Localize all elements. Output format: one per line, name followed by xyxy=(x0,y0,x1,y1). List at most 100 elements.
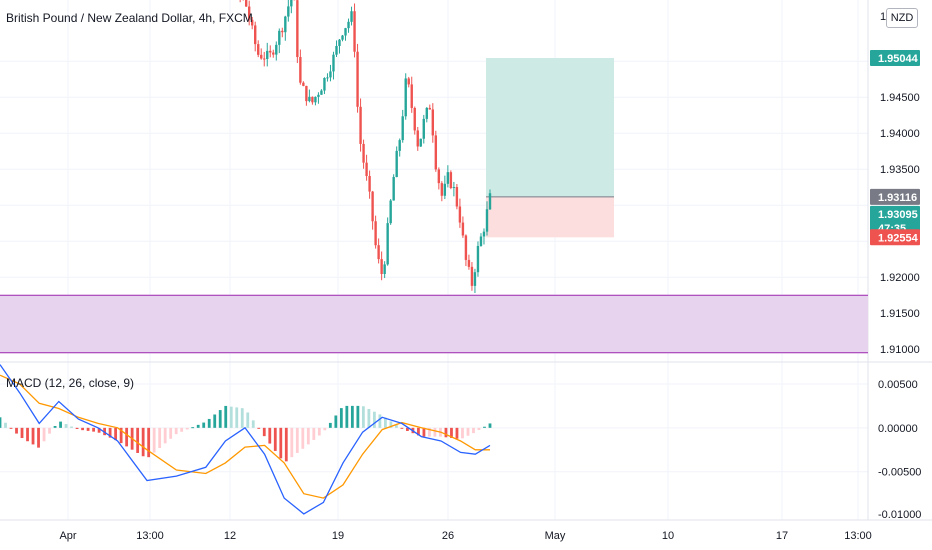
candle-body xyxy=(244,0,248,7)
candle-body xyxy=(482,231,486,237)
time-tick-label: 26 xyxy=(442,530,454,542)
macd-histogram-bar xyxy=(26,427,29,442)
candle-body xyxy=(386,223,389,265)
macd-histogram-bar xyxy=(472,427,475,434)
candle-body xyxy=(419,138,422,147)
time-tick-label: 12 xyxy=(224,530,236,542)
target-price-badge-bg xyxy=(870,50,920,67)
macd-histogram-bar xyxy=(444,427,448,438)
macd-histogram-bar xyxy=(37,427,40,448)
macd-histogram-bar xyxy=(240,408,244,428)
candle-body xyxy=(467,259,471,267)
macd-histogram-bar xyxy=(31,427,35,445)
candle-body xyxy=(422,118,425,139)
candle-body xyxy=(269,50,272,53)
macd-histogram-bar xyxy=(207,418,211,428)
price-tick-label: 1.94000 xyxy=(880,128,920,140)
macd-histogram-bar xyxy=(290,427,294,458)
macd-histogram-bar xyxy=(477,427,481,431)
macd-histogram-bar xyxy=(295,427,299,453)
candle-body xyxy=(416,130,419,147)
candle-body xyxy=(254,25,257,45)
stop-price-badge-text: 1.92554 xyxy=(878,232,919,244)
macd-histogram-bar xyxy=(483,426,486,428)
macd-histogram-bar xyxy=(81,427,84,431)
macd-histogram-bar xyxy=(59,421,62,428)
candle-body xyxy=(320,90,323,95)
candle-body xyxy=(335,45,338,55)
macd-tick-label: -0.01000 xyxy=(878,509,921,521)
candle-body xyxy=(440,183,444,196)
candle-body xyxy=(374,221,377,246)
macd-histogram-bar xyxy=(53,426,57,428)
macd-histogram-bar xyxy=(147,427,151,458)
macd-histogram-bar xyxy=(235,407,239,428)
macd-histogram-bar xyxy=(251,420,255,428)
macd-histogram-bar xyxy=(395,425,398,428)
candle-body xyxy=(350,11,353,22)
macd-histogram-bar xyxy=(213,414,217,428)
candle-body xyxy=(260,54,263,59)
candle-body xyxy=(425,107,428,119)
macd-histogram-bar xyxy=(372,411,376,428)
macd-histogram-bar xyxy=(428,427,431,437)
candle-body xyxy=(257,44,260,55)
macd-histogram-bar xyxy=(152,427,156,453)
candle-body xyxy=(332,54,335,72)
candle-body xyxy=(383,264,386,274)
macd-histogram-bar xyxy=(86,427,90,431)
macd-histogram-bar xyxy=(70,426,73,428)
candle-body xyxy=(329,71,332,78)
macd-histogram-bar xyxy=(461,427,464,439)
candle-body xyxy=(311,96,314,103)
candle-body xyxy=(464,235,468,260)
candle-body xyxy=(284,16,287,33)
current-price-badge-text: 1.93095 xyxy=(878,209,918,221)
macd-histogram-bar xyxy=(0,417,2,428)
macd-histogram-bar xyxy=(312,427,316,440)
candle-body xyxy=(395,150,398,177)
candle-body xyxy=(305,85,308,102)
support-zone xyxy=(0,295,868,353)
price-tick-label: 1.94500 xyxy=(880,92,920,104)
candle-body xyxy=(446,172,450,184)
macd-histogram-bar xyxy=(108,427,112,438)
candle-body xyxy=(341,35,344,40)
macd-histogram-bar xyxy=(466,427,470,436)
candle-body xyxy=(317,94,320,97)
candle-body xyxy=(371,191,374,222)
candle-body xyxy=(443,183,447,196)
candle-body xyxy=(347,21,350,29)
macd-tick-label: -0.00500 xyxy=(878,467,921,479)
macd-histogram-bar xyxy=(246,412,250,428)
macd-histogram-bar xyxy=(339,408,343,428)
candle-body xyxy=(389,200,392,224)
candle-body xyxy=(431,109,435,136)
stop-zone xyxy=(486,196,614,238)
candle-body xyxy=(449,172,453,189)
candle-body xyxy=(278,30,281,45)
candle-body xyxy=(247,6,251,20)
macd-histogram-bar xyxy=(163,427,167,444)
macd-histogram-bar xyxy=(141,427,145,457)
candle-body xyxy=(296,0,299,58)
time-tick-label: 10 xyxy=(662,530,674,542)
chart-title: British Pound / New Zealand Dollar, 4h, … xyxy=(6,11,253,25)
macd-histogram-bar xyxy=(224,405,228,428)
macd-histogram-bar xyxy=(180,427,184,432)
currency-button[interactable]: NZD xyxy=(886,8,918,28)
macd-histogram-bar xyxy=(345,405,349,428)
macd-histogram-bar xyxy=(268,427,272,444)
macd-histogram-bar xyxy=(422,427,426,437)
macd-histogram-bar xyxy=(383,417,387,428)
macd-histogram-bar xyxy=(158,427,162,448)
macd-histogram-bar xyxy=(97,427,101,433)
time-tick-label: 13:00 xyxy=(136,530,164,542)
time-tick-label: 17 xyxy=(776,530,788,542)
candle-body xyxy=(266,50,269,59)
macd-line xyxy=(0,364,491,515)
candle-body xyxy=(428,107,431,110)
candle-body xyxy=(353,11,356,52)
entry-price-badge-text: 1.93116 xyxy=(878,192,917,204)
